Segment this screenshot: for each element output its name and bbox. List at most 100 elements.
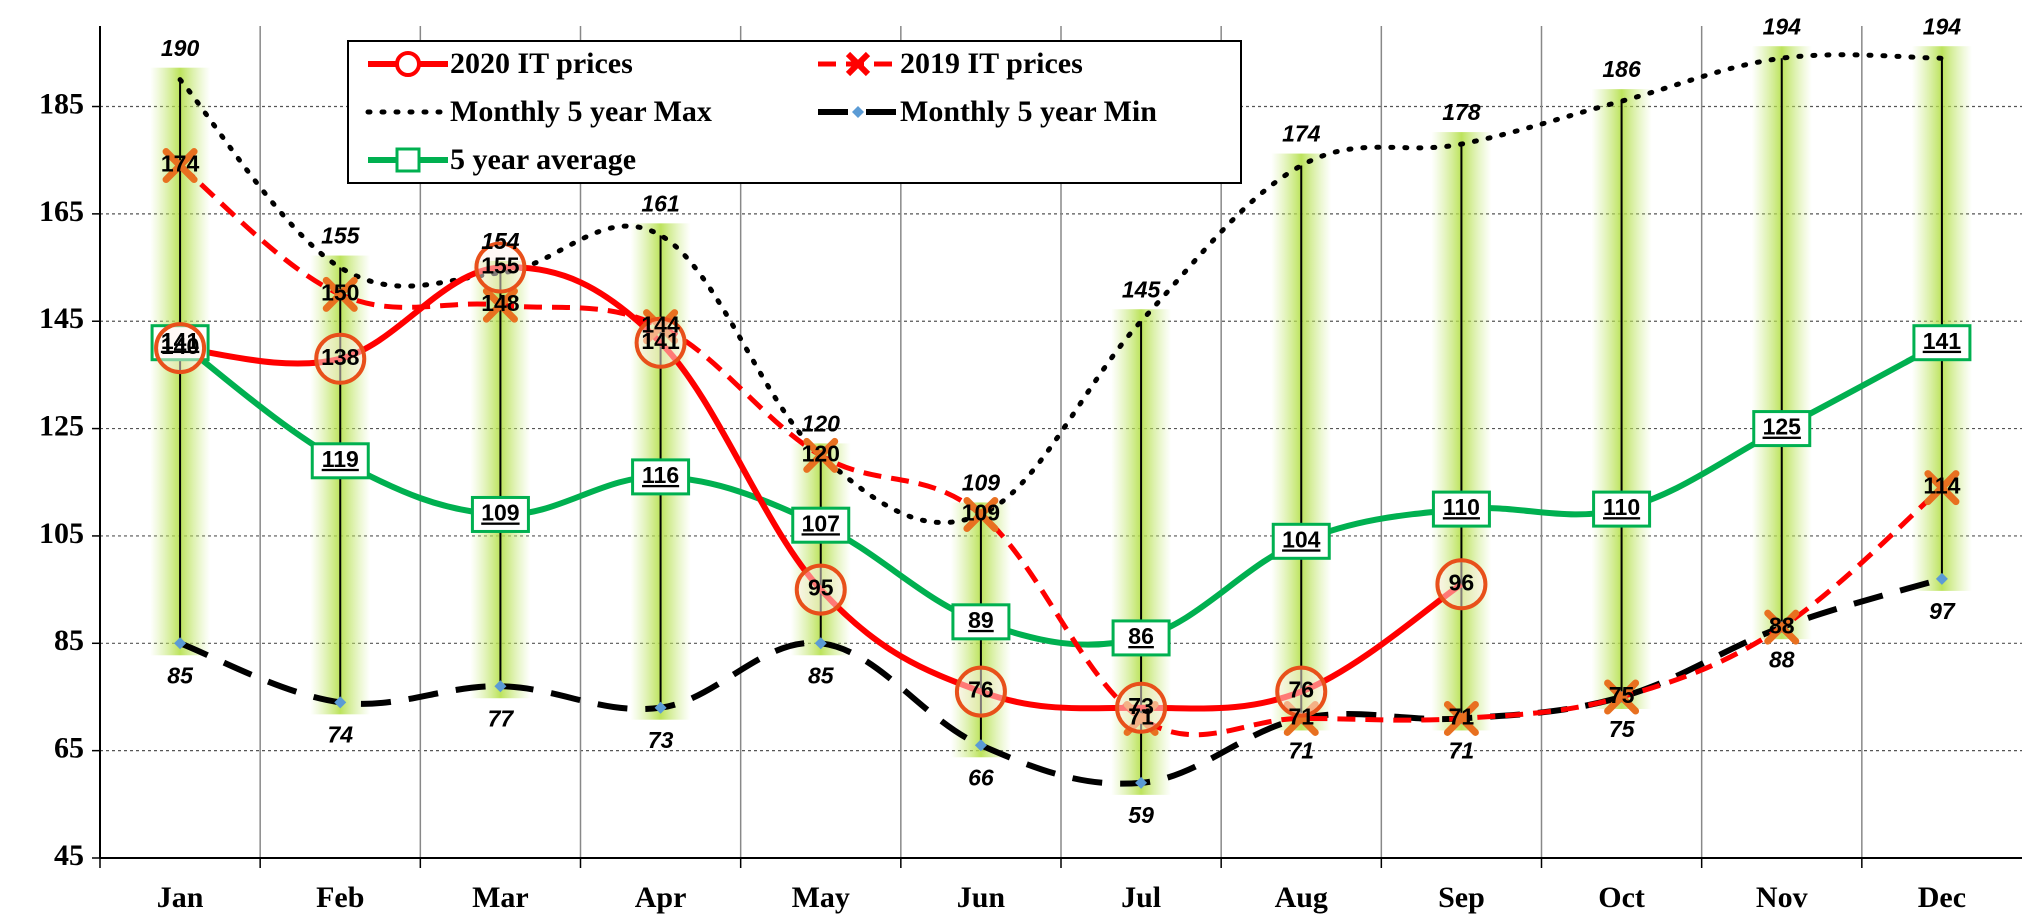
x-tick-label: May <box>792 881 850 914</box>
data-label: 148 <box>481 290 520 316</box>
legend-label: 2020 IT prices <box>450 47 633 80</box>
legend-box <box>347 40 1242 184</box>
marker-square <box>951 603 1011 641</box>
marker-x <box>963 496 999 532</box>
marker-diamond <box>1935 572 1948 585</box>
marker-square <box>1592 490 1652 528</box>
marker-circle <box>154 322 207 375</box>
legend-label: Monthly 5 year Max <box>450 95 712 128</box>
data-label: 120 <box>802 440 840 466</box>
data-label: 88 <box>1769 646 1795 672</box>
series-line <box>179 264 1464 712</box>
data-label: 74 <box>327 721 353 747</box>
data-label: 190 <box>161 35 200 61</box>
legend-marker <box>845 51 871 77</box>
marker-square <box>1431 490 1491 528</box>
data-label: 85 <box>808 662 835 688</box>
marker-circle <box>954 665 1007 718</box>
data-label: 71 <box>1288 704 1314 730</box>
data-label: 144 <box>641 312 680 338</box>
data-label: 71 <box>1449 738 1475 764</box>
legend-label: 2019 IT prices <box>900 47 1083 80</box>
data-label: 154 <box>481 228 520 254</box>
data-label: 194 <box>1763 13 1802 39</box>
data-label: 194 <box>1923 13 1962 39</box>
x-tick-label: Apr <box>635 881 687 914</box>
y-tick-label: 45 <box>54 839 84 872</box>
data-label: 59 <box>1128 802 1154 828</box>
marker-diamond <box>654 701 667 714</box>
data-label: 145 <box>1122 276 1162 302</box>
data-label: 73 <box>1128 693 1154 719</box>
legend-label: 5 year average <box>450 143 636 176</box>
marker-diamond <box>494 680 507 693</box>
data-label: 71 <box>1288 738 1314 764</box>
data-label: 155 <box>481 253 520 279</box>
data-label: 174 <box>161 151 200 177</box>
data-label: 109 <box>962 500 1000 526</box>
data-label: 75 <box>1609 716 1636 742</box>
x-tick-label: Dec <box>1918 881 1966 914</box>
y-tick-label: 125 <box>39 409 84 442</box>
data-label: 76 <box>1288 677 1314 703</box>
marker-circle <box>794 563 847 616</box>
data-label: 77 <box>488 705 515 731</box>
marker-circle <box>1435 558 1488 611</box>
data-label: 119 <box>322 446 359 472</box>
data-label: 138 <box>321 344 360 370</box>
data-label: 161 <box>641 190 679 216</box>
marker-square <box>1111 619 1171 657</box>
marker-square <box>310 442 370 480</box>
x-tick-label: Mar <box>472 881 529 914</box>
series-line <box>179 576 1943 787</box>
data-label: 107 <box>802 510 840 536</box>
marker-x <box>803 437 839 473</box>
series-line <box>177 52 1945 526</box>
series-marks <box>150 148 1972 789</box>
legend-marker <box>395 51 421 77</box>
marker-x <box>162 148 198 184</box>
data-label: 109 <box>962 470 1001 496</box>
data-label: 116 <box>642 462 679 488</box>
marker-circle <box>1275 665 1328 718</box>
legend: 2020 IT prices 2019 IT prices Monthly 5 ye… <box>347 40 1242 184</box>
axes: 45 65 85 105 125 145 165 185 Jan Feb Mar Apr May Jun J… <box>39 26 2022 914</box>
x-tick-label: Oct <box>1598 881 1645 914</box>
data-label: 186 <box>1602 56 1641 82</box>
marker-circle <box>314 332 367 385</box>
x-tick-label: Jun <box>957 881 1006 914</box>
data-label: 110 <box>1443 494 1480 520</box>
data-label: 66 <box>968 764 994 790</box>
marker-x <box>1924 470 1960 506</box>
marker-x <box>482 287 518 323</box>
data-label: 125 <box>1763 414 1802 440</box>
data-label: 71 <box>1128 704 1154 730</box>
data-label: 86 <box>1128 623 1154 649</box>
marker-square <box>1912 324 1972 362</box>
marker-square <box>1752 410 1812 448</box>
marker-diamond <box>1135 776 1148 789</box>
data-label: 85 <box>167 662 194 688</box>
y-tick-label: 185 <box>39 87 84 120</box>
data-label: 141 <box>161 328 200 354</box>
legend-marker <box>395 147 421 173</box>
y-tick-label: 85 <box>54 624 84 657</box>
marker-x <box>1764 609 1800 645</box>
x-tick-label: Jul <box>1121 881 1161 914</box>
x-tick-label: Jan <box>157 881 204 914</box>
data-label: 174 <box>1282 121 1321 147</box>
marker-circle <box>634 316 687 369</box>
y-tick-label: 105 <box>39 517 84 550</box>
data-label: 104 <box>1282 526 1321 552</box>
y-tick-label: 165 <box>39 195 84 228</box>
y-tick-label: 65 <box>54 732 84 765</box>
x-tick-label: Nov <box>1756 881 1808 914</box>
data-label: 178 <box>1442 99 1481 125</box>
marker-x <box>1604 679 1640 715</box>
range-bands <box>150 46 1972 795</box>
marker-diamond <box>174 637 187 650</box>
marker-square <box>470 495 530 533</box>
x-tick-label: Feb <box>316 881 364 914</box>
